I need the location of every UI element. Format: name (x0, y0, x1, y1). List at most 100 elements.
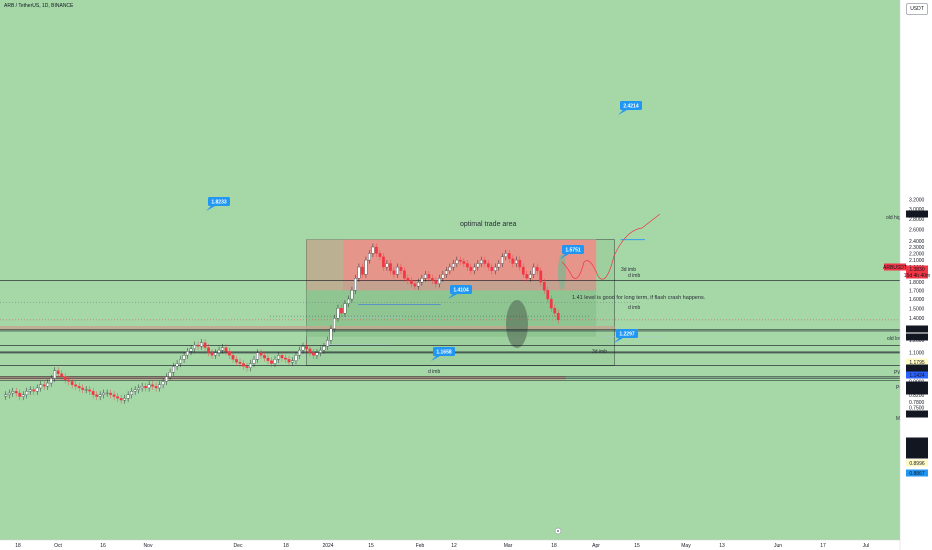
candle-body (430, 278, 434, 281)
candle-body (542, 282, 546, 291)
candle (256, 349, 259, 363)
price-tag-bg (906, 444, 928, 452)
candle (137, 384, 141, 394)
candle-body (378, 253, 382, 257)
candle-body (270, 360, 273, 364)
candle (189, 345, 193, 356)
candle (532, 263, 536, 279)
candle-body (105, 392, 109, 394)
candle (525, 270, 529, 282)
price-tick: 0.7500 (909, 406, 925, 412)
candle-body (511, 258, 515, 264)
candle (343, 300, 347, 317)
candle (371, 243, 375, 258)
candle (479, 256, 483, 268)
candle (56, 367, 60, 378)
old-high-label: old high (886, 215, 904, 221)
candle (273, 355, 277, 368)
candle (382, 253, 385, 271)
candle (263, 351, 266, 362)
candle-body (119, 398, 123, 401)
candle-body (357, 266, 361, 279)
candle-body (203, 342, 207, 348)
price-tag-bg (906, 325, 928, 333)
candle-body (497, 263, 501, 268)
candle-body (175, 363, 179, 367)
settings-icon[interactable] (554, 527, 562, 535)
candle (63, 373, 67, 384)
candle-body (305, 346, 308, 349)
time-axis[interactable]: 18 Oct 16 Nov Dec 18 2024 15 Feb 12 Mar 18 Apr 15 May 1… (15, 543, 869, 549)
candle (469, 263, 473, 275)
candle (242, 359, 245, 370)
candle-body (74, 384, 78, 387)
candle (270, 357, 273, 368)
d-imb-label-3: d imb (628, 273, 640, 279)
candle-body (273, 359, 277, 364)
candle (266, 354, 270, 365)
candles-layer (4, 213, 661, 404)
candle-body (472, 266, 476, 271)
range-box-top-left (306, 239, 344, 291)
candle (427, 270, 431, 282)
price-tag: 0.9075 (906, 451, 928, 459)
candle-body (182, 355, 186, 360)
callout-2-4214: 2.4214 (618, 101, 642, 115)
candle (252, 355, 256, 368)
candle (500, 253, 504, 268)
callout-1-2297-pointer (614, 338, 623, 343)
candle (119, 394, 123, 404)
candle-body (235, 359, 238, 363)
candle (11, 387, 15, 397)
time-axis-background[interactable] (0, 540, 900, 550)
price-tag-label: 1.3830 (909, 267, 925, 273)
price-tag-label: 1.0978 (909, 389, 925, 395)
callout-2-4214-label: 2.4214 (623, 103, 639, 109)
candle-body (333, 318, 336, 329)
callout-1-1658-pointer (431, 356, 440, 361)
optimal-trade-area-label: optimal trade area (460, 221, 517, 228)
candle (35, 384, 39, 395)
price-tag-bg (906, 371, 928, 379)
candle (200, 339, 203, 350)
candle-body (249, 363, 252, 368)
candle-body (42, 384, 46, 387)
candle-body (165, 376, 168, 382)
candle (95, 391, 99, 401)
candle (396, 263, 399, 279)
candle (186, 347, 189, 359)
candle-body (158, 384, 161, 389)
candle (235, 355, 238, 366)
price-tag-label: 1.2800 (909, 335, 925, 341)
candle-body (427, 274, 431, 279)
time-tick: Jul (863, 543, 869, 549)
d-imb-label-1: d imb (628, 305, 640, 311)
candle-body (46, 382, 50, 387)
candle (333, 314, 336, 333)
candle-body (137, 387, 141, 390)
candle-body (504, 253, 508, 257)
callout-1-4104: 1.4104 (448, 285, 472, 299)
price-tick: 1.7000 (909, 288, 925, 294)
candle (392, 267, 396, 279)
candle-body (315, 352, 319, 356)
candle-body (11, 391, 15, 394)
candle-body (35, 387, 39, 392)
candle (147, 381, 151, 392)
candle (291, 357, 294, 366)
candle-body (245, 366, 249, 368)
candle-body (549, 298, 553, 309)
candle-body (63, 376, 67, 381)
candle (18, 389, 22, 401)
candle (444, 267, 448, 279)
candle-body (469, 266, 473, 271)
candle (105, 389, 109, 397)
currency-badge[interactable]: USDT (906, 3, 928, 15)
candle-body (252, 359, 256, 364)
callout-1-5751: 1.5751 (560, 245, 584, 259)
3d-imb-label-1: 3d imb (621, 267, 636, 273)
candle-body (298, 349, 301, 356)
candle (224, 344, 228, 356)
